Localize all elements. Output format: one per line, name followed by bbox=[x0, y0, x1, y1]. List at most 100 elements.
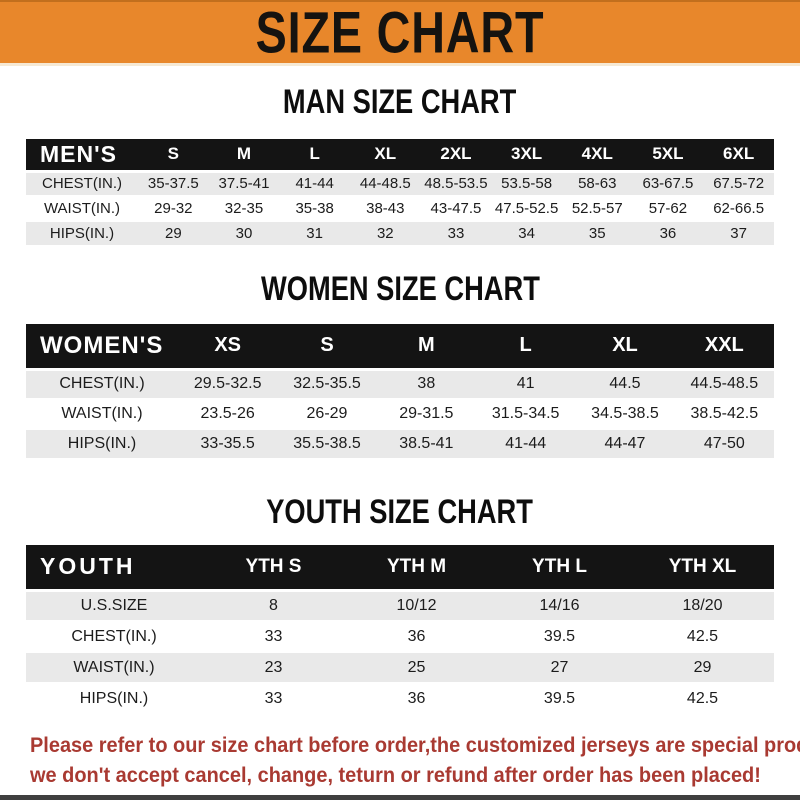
size-cell: 33 bbox=[264, 627, 283, 645]
table-corner-label: YOUTH bbox=[26, 545, 202, 592]
size-cell: 14/16 bbox=[539, 596, 580, 614]
column-header: M bbox=[208, 139, 280, 173]
table-row: CHEST(IN.) 29.5-32.5 32.5-35.5 38 41 44.5 44.5… bbox=[26, 369, 774, 399]
size-cell: 37 bbox=[730, 225, 747, 242]
size-cell: 48.5-53.5 bbox=[424, 175, 488, 193]
column-header: XL bbox=[349, 139, 421, 173]
size-cell: 29-32 bbox=[154, 200, 193, 217]
size-cell: 37.5-41 bbox=[218, 175, 270, 193]
size-cell: 30 bbox=[235, 225, 253, 242]
column-header: XXL bbox=[674, 324, 774, 371]
size-cell: 23.5-26 bbox=[200, 405, 255, 422]
column-header: S bbox=[277, 324, 377, 371]
size-cell: 29 bbox=[164, 225, 182, 242]
size-cell: 33 bbox=[264, 689, 283, 707]
table-row: WAIST(IN.) 23 25 27 29 bbox=[26, 652, 774, 683]
size-cell: 33 bbox=[447, 225, 465, 242]
footer-note-line2: we don't accept cancel, change, teturn o… bbox=[30, 764, 761, 787]
banner: SIZE CHART bbox=[0, 0, 800, 66]
column-header: 3XL bbox=[491, 139, 562, 173]
size-cell: 25 bbox=[407, 658, 426, 676]
section-women: WOMEN SIZE CHART WOMEN'S XS S M L XL XXL CHEST(… bbox=[0, 268, 800, 460]
size-cell: 41-44 bbox=[505, 435, 547, 452]
size-cell: 39.5 bbox=[543, 689, 576, 707]
size-cell: 36 bbox=[407, 689, 426, 707]
row-label: WAIST(IN.) bbox=[43, 200, 121, 217]
column-header: M bbox=[376, 324, 476, 371]
size-cell: 44.5 bbox=[609, 375, 641, 393]
heading-youth-size-chart: YOUTH SIZE CHART bbox=[266, 491, 534, 532]
size-cell: 42.5 bbox=[686, 627, 719, 645]
size-cell: 29.5-32.5 bbox=[193, 375, 262, 393]
size-cell: 35 bbox=[588, 225, 606, 242]
row-label: WAIST(IN.) bbox=[61, 405, 143, 422]
section-men: MAN SIZE CHART MEN'S S M L XL 2XL 3XL 4XL 5XL 6XL… bbox=[0, 84, 800, 247]
column-header: YTH XL bbox=[631, 545, 774, 592]
size-cell: 42.5 bbox=[686, 689, 719, 707]
row-label: CHEST(IN.) bbox=[42, 175, 122, 193]
size-cell: 10/12 bbox=[396, 596, 437, 614]
table-row: CHEST(IN.) 33 36 39.5 42.5 bbox=[26, 621, 774, 652]
size-cell: 44-47 bbox=[604, 435, 646, 452]
column-header: S bbox=[138, 139, 209, 173]
size-cell: 35-37.5 bbox=[147, 175, 199, 193]
column-header: YTH M bbox=[345, 545, 488, 592]
banner-title: SIZE CHART bbox=[255, 0, 545, 66]
size-cell: 44-48.5 bbox=[359, 175, 411, 193]
column-header: 2XL bbox=[420, 139, 492, 173]
youth-size-table: YOUTH YTH S YTH M YTH L YTH XL U.S.SIZE 8 10/12… bbox=[26, 545, 774, 715]
row-label: HIPS(IN.) bbox=[67, 435, 137, 452]
size-cell: 38.5-42.5 bbox=[690, 405, 759, 422]
size-cell: 33-35.5 bbox=[200, 435, 255, 452]
row-label: CHEST(IN.) bbox=[71, 627, 157, 645]
women-size-table: WOMEN'S XS S M L XL XXL CHEST(IN.) 29.5-32.5 32.5… bbox=[26, 324, 774, 460]
men-size-table: MEN'S S M L XL 2XL 3XL 4XL 5XL 6XL CHEST(IN.) 35-37… bbox=[26, 139, 774, 247]
size-cell: 52.5-57 bbox=[571, 200, 623, 217]
footer-note: Please refer to our size chart before or… bbox=[0, 731, 800, 791]
column-header: L bbox=[279, 139, 350, 173]
header-row: YOUTH YTH S YTH M YTH L YTH XL bbox=[26, 545, 774, 592]
size-cell: 47-50 bbox=[703, 435, 745, 452]
row-label: HIPS(IN.) bbox=[79, 689, 149, 707]
size-cell: 18/20 bbox=[682, 596, 723, 614]
size-cell: 63-67.5 bbox=[642, 175, 694, 193]
size-cell: 41-44 bbox=[295, 175, 334, 193]
size-cell: 32 bbox=[376, 225, 394, 242]
size-cell: 23 bbox=[264, 658, 283, 676]
size-cell: 32.5-35.5 bbox=[293, 375, 361, 393]
column-header: XS bbox=[178, 324, 278, 371]
bottom-strip bbox=[0, 795, 800, 800]
column-header: 4XL bbox=[561, 139, 633, 173]
size-cell: 26-29 bbox=[306, 405, 348, 422]
size-cell: 36 bbox=[407, 627, 426, 645]
size-cell: 67.5-72 bbox=[713, 175, 765, 193]
column-header: L bbox=[475, 324, 576, 371]
size-cell: 36 bbox=[659, 225, 677, 242]
size-cell: 53.5-58 bbox=[501, 175, 553, 193]
size-cell: 62-66.5 bbox=[713, 200, 765, 217]
column-header: 5XL bbox=[632, 139, 704, 173]
column-header: YTH S bbox=[202, 545, 345, 592]
table-row: WAIST(IN.) 29-32 32-35 35-38 38-43 43-47.5 47.… bbox=[26, 196, 774, 221]
size-cell: 8 bbox=[269, 596, 278, 614]
table-row: HIPS(IN.) 29 30 31 32 33 34 35 36 37 bbox=[26, 221, 774, 246]
size-cell: 58-63 bbox=[578, 175, 617, 193]
size-cell: 31 bbox=[306, 225, 323, 242]
size-cell: 29-31.5 bbox=[399, 405, 454, 422]
size-cell: 29 bbox=[693, 658, 712, 676]
size-cell: 32-35 bbox=[224, 200, 264, 217]
table-row: U.S.SIZE 8 10/12 14/16 18/20 bbox=[26, 590, 774, 621]
header-row: MEN'S S M L XL 2XL 3XL 4XL 5XL 6XL bbox=[26, 139, 774, 173]
column-header: XL bbox=[575, 324, 675, 371]
size-cell: 38-43 bbox=[366, 200, 405, 217]
table-row: WAIST(IN.) 23.5-26 26-29 29-31.5 31.5-34.5 34… bbox=[26, 399, 774, 429]
section-youth: YOUTH SIZE CHART YOUTH YTH S YTH M YTH L YTH… bbox=[0, 491, 800, 715]
table-corner-label: WOMEN'S bbox=[26, 324, 178, 371]
heading-women-size-chart: WOMEN SIZE CHART bbox=[260, 268, 540, 309]
row-label: CHEST(IN.) bbox=[59, 375, 145, 393]
row-label: U.S.SIZE bbox=[80, 596, 148, 614]
table-row: CHEST(IN.) 35-37.5 37.5-41 41-44 44-48.5 48.5… bbox=[26, 171, 774, 196]
row-label: HIPS(IN.) bbox=[49, 225, 115, 242]
column-header: 6XL bbox=[703, 139, 774, 173]
